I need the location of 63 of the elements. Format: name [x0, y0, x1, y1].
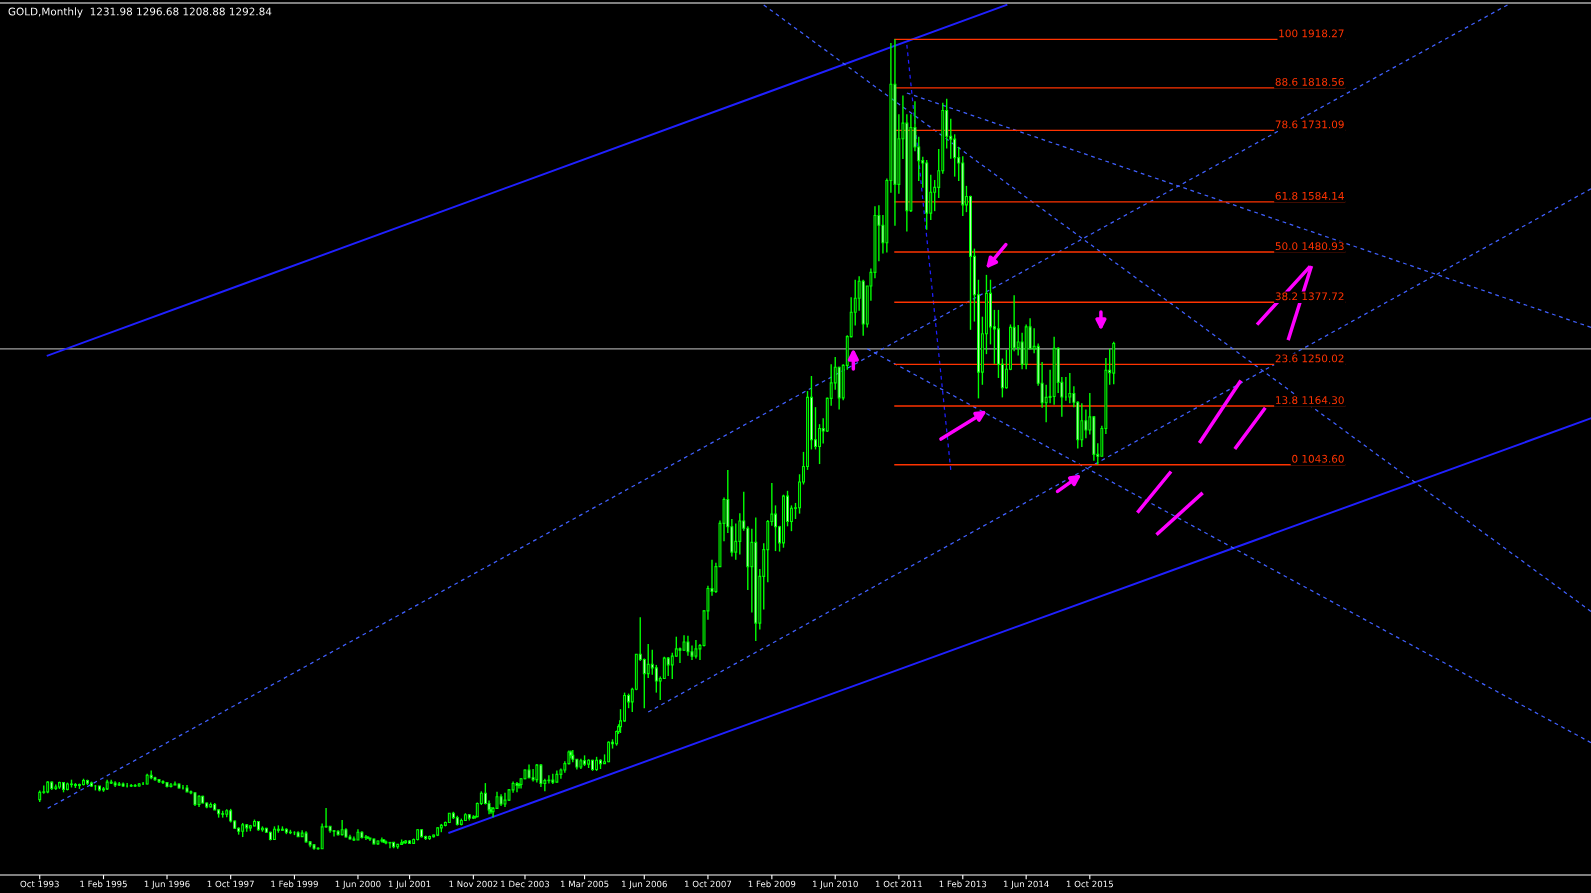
candlestick — [738, 512, 742, 556]
ref-line-label: 88.6 1818.56 — [1275, 77, 1344, 86]
x-tick-label: 1 Oct 2007 — [685, 880, 732, 888]
candlestick — [734, 522, 738, 561]
x-tick-label: 1 Feb 2013 — [939, 880, 987, 888]
ref-line-label: 50.0 1480.93 — [1275, 242, 1344, 251]
candlestick — [320, 822, 324, 850]
candlestick — [953, 133, 957, 178]
x-tick-label: 1 Mar 2005 — [560, 880, 609, 888]
x-tick-label: 1 Jun 2010 — [813, 880, 858, 889]
candlestick — [1064, 376, 1068, 402]
candlestick — [969, 194, 972, 331]
x-tick-label: 1 Feb 1995 — [80, 880, 127, 888]
candlestick — [818, 423, 822, 465]
ref-line-label: 100 1918.27 — [1279, 29, 1344, 38]
candlestick — [1068, 372, 1072, 404]
ref-line-label: 78.6 1731.09 — [1275, 120, 1344, 129]
candlestick — [62, 781, 65, 794]
x-tick-label: 1 Jun 2006 — [622, 880, 667, 889]
candlestick — [82, 778, 85, 787]
x-tick-label: 1 Oct 2015 — [1066, 880, 1113, 888]
candlestick — [1080, 402, 1084, 448]
candlestick — [535, 763, 539, 784]
x-tick-label: 1 Feb 1999 — [271, 880, 318, 888]
candlestick — [686, 635, 690, 657]
ref-line-label: 38.2 1377.72 — [1275, 292, 1344, 301]
candlestick — [670, 652, 674, 680]
x-tick-label: 1 Oct 1997 — [207, 880, 254, 888]
chart-title: GOLD,Monthly 1231.98 1296.68 1208.88 1292.84 — [8, 7, 272, 18]
candlestick — [591, 759, 595, 772]
x-tick-label: Oct 1993 — [20, 880, 59, 888]
ref-line-label: 61.8 1584.14 — [1275, 191, 1344, 200]
candlestick — [666, 656, 670, 677]
candlestick — [70, 778, 73, 789]
candlestick — [782, 493, 785, 549]
candlestick — [551, 773, 555, 785]
candlestick — [1084, 408, 1088, 439]
candlestick — [654, 664, 658, 694]
candlestick — [599, 758, 602, 770]
candlestick — [539, 763, 543, 788]
x-tick-label: 1 Oct 2011 — [875, 880, 922, 888]
x-tick-label: 1 Nov 2002 — [449, 880, 498, 888]
x-tick-label: 1 Dec 2003 — [501, 880, 550, 888]
candlestick — [252, 818, 256, 828]
x-tick-label: 1 Feb 2009 — [748, 880, 796, 888]
candlestick — [642, 657, 646, 709]
x-tick-label: 1 Jul 2001 — [388, 880, 431, 889]
candlestick — [547, 774, 551, 785]
candlestick — [77, 782, 81, 790]
candlestick — [340, 819, 344, 837]
candlestick — [332, 829, 336, 838]
candlestick — [646, 643, 650, 679]
x-tick-label: 1 Jun 2014 — [1003, 880, 1049, 889]
x-tick-label: 1 Jun 1996 — [144, 880, 190, 889]
candlestick — [989, 279, 992, 346]
ref-line-label: 23.6 1250.02 — [1275, 354, 1344, 363]
candlestick — [694, 639, 698, 660]
candlestick — [531, 768, 535, 783]
ref-line-label: 13.8 1164.30 — [1276, 396, 1344, 405]
candlestick — [90, 780, 93, 788]
x-tick-label: 1 Jun 2000 — [335, 880, 381, 889]
ref-line-label: 0 1043.60 — [1292, 454, 1344, 463]
candlestick — [97, 785, 101, 793]
